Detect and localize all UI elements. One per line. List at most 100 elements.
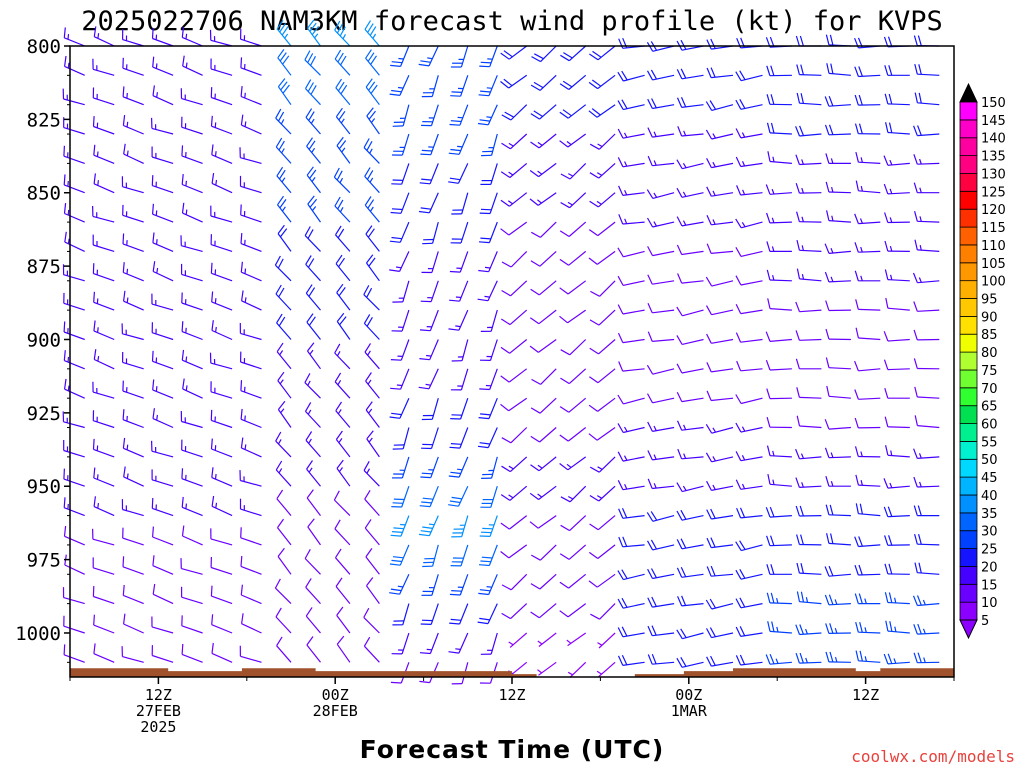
wind-barb	[530, 133, 557, 149]
wind-barb	[151, 175, 174, 194]
wind-barb	[336, 635, 351, 663]
wind-barb	[676, 509, 704, 521]
wind-barb	[618, 185, 645, 196]
wind-barb	[449, 603, 469, 625]
wind-barb	[182, 55, 203, 76]
wind-barb	[736, 185, 763, 196]
wind-barb	[334, 519, 351, 546]
wind-barb	[239, 645, 262, 663]
wind-barb	[209, 352, 233, 370]
wind-barb	[855, 650, 881, 663]
wind-barb	[735, 218, 763, 229]
wind-barb	[706, 333, 734, 344]
wind-barb	[854, 446, 881, 458]
wind-barb	[706, 186, 734, 197]
wind-barb	[912, 272, 940, 284]
wind-barb	[210, 87, 233, 106]
wind-barb	[210, 409, 233, 429]
x-axis-label: Forecast Time (UTC)	[360, 735, 665, 764]
wind-barb	[151, 350, 174, 370]
wind-barb	[559, 397, 587, 413]
credit-link[interactable]: coolwx.com/models	[851, 747, 1015, 766]
wind-barb	[500, 485, 528, 501]
wind-barb	[363, 636, 380, 663]
wind-barb	[500, 45, 528, 60]
wind-barb	[647, 625, 675, 637]
wind-barb	[560, 515, 587, 532]
wind-barb	[617, 247, 645, 258]
wind-barb	[63, 117, 85, 135]
wind-barb	[420, 133, 439, 156]
wind-barb	[151, 293, 174, 311]
wind-barb	[92, 205, 115, 223]
wind-barb	[240, 351, 262, 370]
wind-barb	[706, 480, 734, 491]
wind-barb	[617, 655, 645, 666]
wind-barb	[735, 569, 763, 580]
wind-barb	[364, 519, 380, 546]
wind-barb	[479, 45, 498, 68]
wind-barb	[449, 251, 469, 273]
wind-barb	[122, 437, 144, 458]
wind-barb	[588, 397, 616, 412]
wind-barb	[854, 389, 881, 400]
wind-barb	[913, 652, 940, 664]
colorbar-swatch	[959, 423, 978, 442]
wind-barb	[122, 262, 144, 282]
wind-barb	[93, 643, 115, 663]
wind-barb	[705, 452, 734, 463]
wind-barb	[913, 476, 940, 488]
wind-barb	[795, 448, 822, 460]
wind-barb	[765, 653, 792, 665]
wind-barb	[854, 123, 881, 135]
wind-barb	[501, 573, 528, 591]
colorbar-swatch	[959, 458, 978, 478]
wind-barb	[647, 478, 675, 490]
wind-barb	[62, 411, 85, 429]
wind-barb	[676, 97, 704, 108]
wind-barb	[617, 70, 645, 82]
plot-frame	[69, 45, 955, 678]
colorbar-swatch	[959, 244, 978, 264]
wind-barb	[334, 372, 351, 399]
wind-barb	[364, 196, 380, 223]
wind-barb	[647, 450, 675, 461]
wind-barb	[450, 221, 469, 244]
colorbar-label: 130	[981, 167, 1006, 182]
wind-barb	[449, 280, 469, 302]
wind-barb	[854, 94, 881, 106]
wind-barb	[92, 410, 115, 429]
wind-barb	[480, 632, 498, 655]
wind-barb	[884, 269, 910, 282]
wind-barb	[477, 280, 498, 302]
wind-barb	[449, 574, 469, 596]
wind-barb	[559, 221, 587, 238]
wind-barb	[123, 290, 144, 311]
wind-barb	[366, 430, 380, 458]
wind-barb	[451, 192, 469, 215]
wind-barb	[914, 415, 940, 429]
wind-barb	[855, 151, 881, 164]
wind-barb	[422, 221, 439, 245]
colorbar-label: 65	[981, 400, 998, 415]
wind-barb	[336, 283, 351, 311]
wind-barb	[825, 651, 851, 663]
wind-barb	[93, 173, 115, 194]
wind-barb	[240, 584, 262, 605]
wind-barb	[529, 309, 557, 325]
colorbar-swatch	[959, 512, 978, 532]
wind-barb	[795, 154, 822, 166]
wind-barb	[646, 69, 675, 81]
wind-barb	[239, 470, 262, 487]
y-tick-label: 950	[27, 476, 61, 498]
wind-barb	[735, 156, 763, 168]
wind-barb	[240, 437, 262, 458]
wind-barb	[210, 234, 233, 252]
wind-barb	[181, 496, 203, 517]
wind-barb	[537, 632, 557, 647]
wind-barb	[210, 262, 233, 282]
wind-barb	[181, 26, 203, 47]
wind-barb	[93, 614, 115, 634]
wind-barb	[418, 515, 439, 537]
x-tick-label: 00Z	[322, 686, 349, 704]
